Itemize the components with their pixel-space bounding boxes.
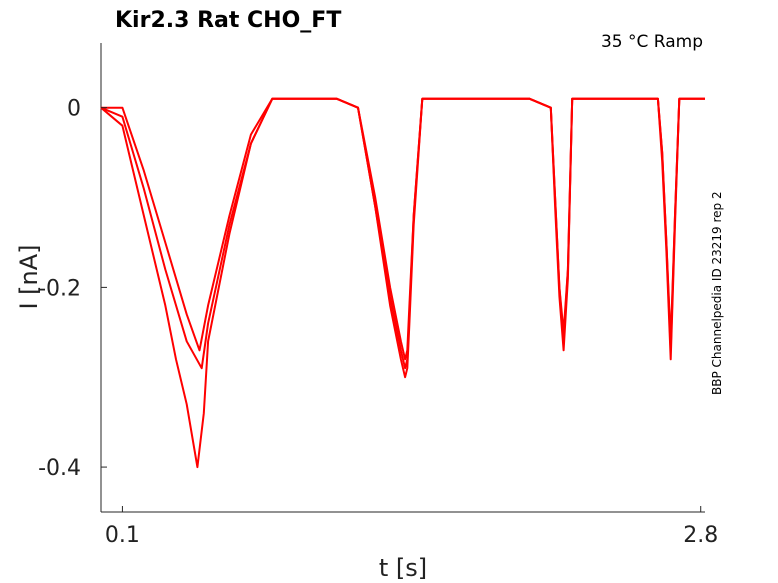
x-tick-label: 2.8 [683, 523, 718, 548]
y-tick-label: -0.4 [38, 456, 81, 481]
chart-title: Kir2.3 Rat CHO_FT [115, 8, 341, 33]
y-ticks: 0 -0.2 -0.4 [38, 97, 107, 481]
traces [100, 97, 705, 469]
trace-1 [101, 97, 705, 361]
chart-subtitle: 35 °C Ramp [601, 32, 703, 52]
side-label: BBP Channelpedia ID 23219 rep 2 [710, 191, 724, 395]
trace-3 [100, 97, 705, 469]
trace-2 [100, 97, 705, 379]
y-axis-label: I [nA] [15, 244, 43, 309]
y-tick-label: 0 [67, 97, 81, 122]
x-tick-label: 0.1 [105, 523, 140, 548]
x-axis-label: t [s] [379, 554, 427, 582]
y-tick-label: -0.2 [38, 276, 81, 301]
x-ticks: 0.1 2.8 [105, 506, 718, 548]
